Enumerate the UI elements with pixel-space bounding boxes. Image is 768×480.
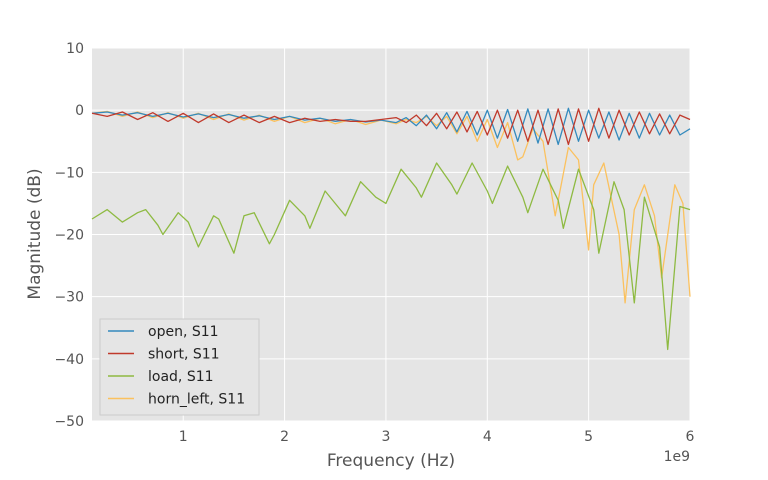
series-line (91, 162, 691, 351)
y-tick-label: −40 (54, 352, 84, 368)
legend-entry: load, S11 (148, 369, 214, 385)
y-tick-label: 10 (66, 41, 84, 57)
legend: open, S11 short, S11 load, S11 horn_left, S… (99, 318, 260, 416)
x-tick-label: 1 (179, 429, 188, 445)
series-layer (91, 107, 691, 351)
x-tick-label: 5 (584, 429, 593, 445)
y-tick-label: −10 (54, 165, 84, 181)
legend-entry: horn_left, S11 (148, 392, 245, 408)
y-tick-label: −20 (54, 228, 84, 244)
y-tick-label: −50 (54, 414, 84, 430)
y-tick-label: 0 (75, 103, 84, 119)
series-line (91, 110, 691, 304)
legend-entry: short, S11 (148, 347, 220, 363)
y-axis-label: Magnitude (dB) (25, 168, 45, 299)
series-line (91, 107, 691, 146)
legend-entry: open, S11 (148, 324, 219, 340)
y-tick-label: −30 (54, 290, 84, 306)
tick-labels: 1 2 3 4 5 6 10 0 −10 −20 −30 −40 −50 (54, 41, 694, 445)
x-tick-label: 6 (686, 429, 695, 445)
x-tick-label: 3 (381, 429, 390, 445)
x-axis-offset-label: 1e9 (664, 449, 690, 465)
x-axis-label: Frequency (Hz) (327, 451, 455, 471)
x-tick-label: 2 (280, 429, 289, 445)
x-tick-label: 4 (483, 429, 492, 445)
